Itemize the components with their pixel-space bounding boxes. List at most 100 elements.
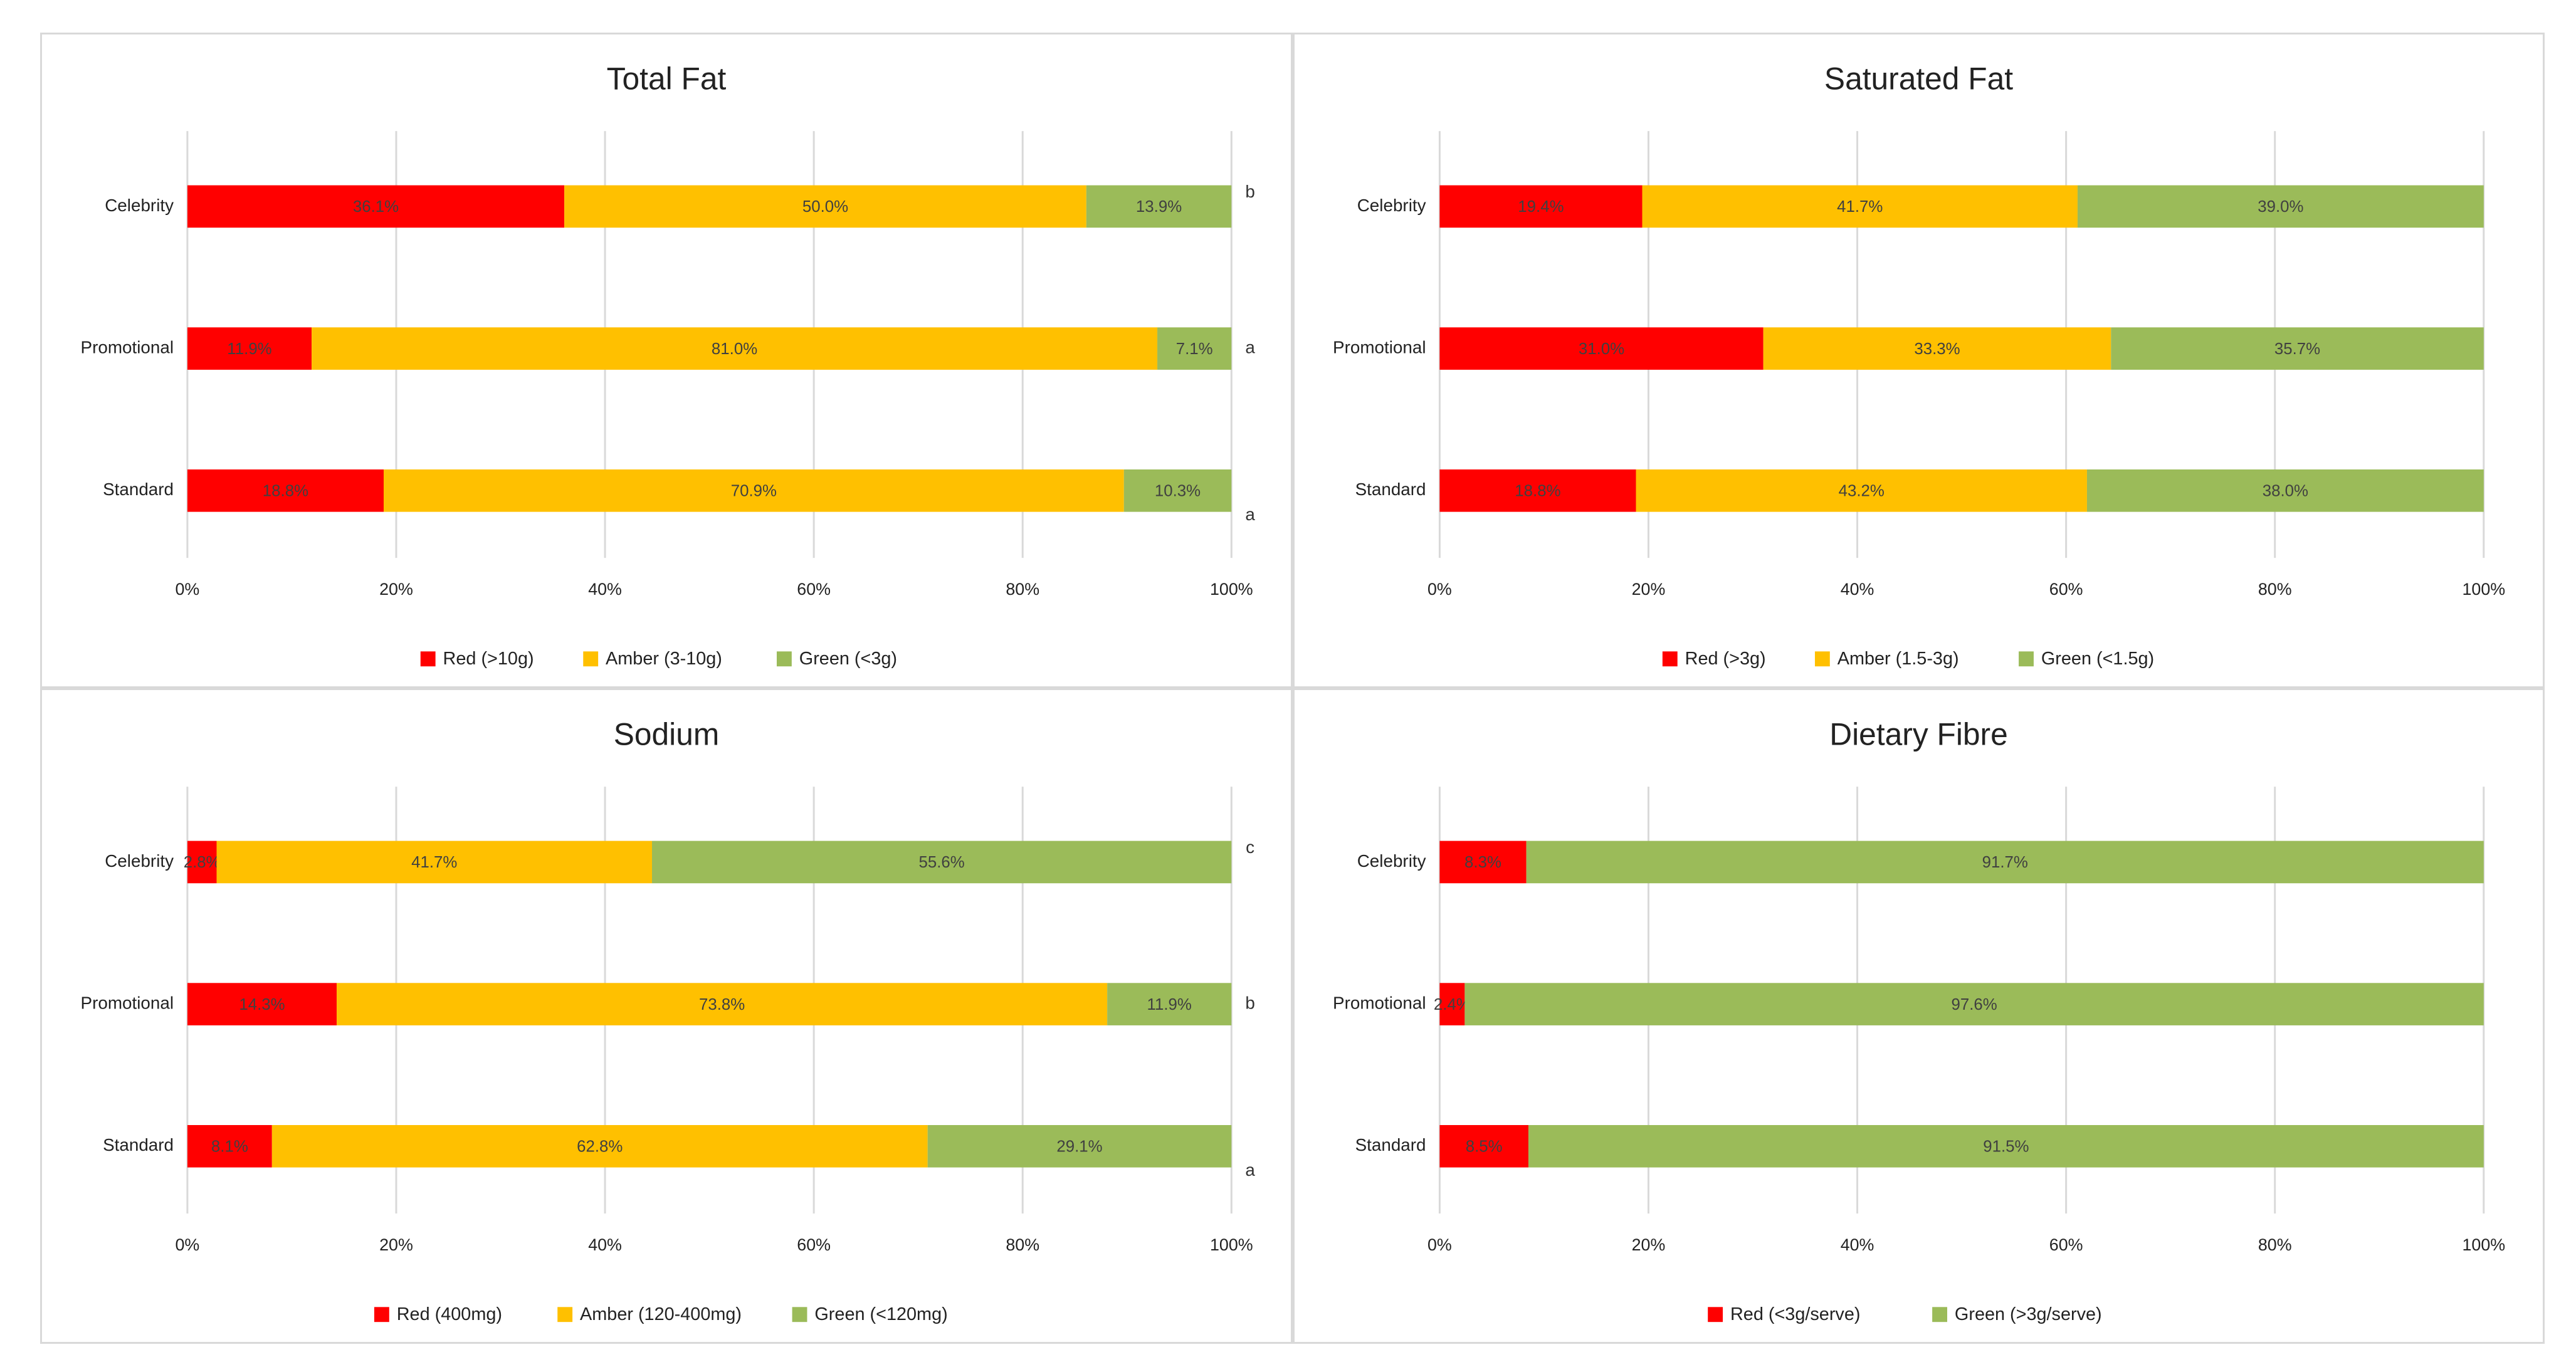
data-label-promotional-red: 31.0% <box>1579 340 1624 358</box>
data-label-promotional-green: 97.6% <box>1951 996 1997 1013</box>
legend-swatch-green <box>2019 651 2034 667</box>
chart-title: Dietary Fibre <box>1829 717 2007 752</box>
category-label-promotional: Promotional <box>81 337 174 357</box>
bar-segment-standard-amber <box>271 1124 928 1168</box>
data-label-celebrity-amber: 41.7% <box>411 854 457 871</box>
category-label-standard: Standard <box>1355 1135 1426 1155</box>
bar-segment-celebrity-red <box>1439 185 1643 228</box>
data-label-standard-amber: 70.9% <box>731 483 777 500</box>
legend-swatch-amber <box>1814 651 1830 667</box>
bar-segment-standard-green <box>2086 469 2484 512</box>
x-tick-label: 20% <box>379 1235 413 1254</box>
legend-label-amber: Amber (1.5-3g) <box>1837 649 1959 669</box>
x-tick-label: 80% <box>1006 580 1039 599</box>
legend-label-green: Green (<120mg) <box>814 1304 947 1324</box>
chart-total-fat: Total Fat 0% 20% 40% 60% 80% 100% Celebrity 36.1… <box>81 61 1256 669</box>
x-tick-label: 20% <box>379 580 413 599</box>
bar-segment-standard-amber <box>1636 469 2087 512</box>
bar-segment-standard-red <box>1439 469 1636 512</box>
chart-dietary-fibre: Dietary Fibre 0% 20% 40% 60% 80% 100% Celebrity… <box>1333 717 2505 1324</box>
legend-label-green: Green (<3g) <box>799 649 897 669</box>
data-label-standard-red: 18.8% <box>1515 483 1560 500</box>
legend-swatch-green <box>1932 1307 1947 1322</box>
data-label-celebrity-green: 39.0% <box>2258 198 2303 216</box>
bar-segment-celebrity-green <box>652 841 1232 884</box>
data-label-promotional-red: 2.4% <box>1434 996 1471 1013</box>
bar-segment-celebrity-amber <box>216 841 653 884</box>
bar-segment-celebrity-red <box>1439 841 1527 884</box>
bar-segment-promotional-green <box>1464 983 2484 1025</box>
x-tick-label: 100% <box>1210 1235 1253 1254</box>
bar-segment-standard-green <box>927 1124 1232 1168</box>
x-tick-label: 80% <box>1006 1235 1039 1254</box>
bar-segment-promotional-amber <box>1763 327 2111 370</box>
data-label-promotional-amber: 81.0% <box>712 340 757 358</box>
data-label-standard-amber: 43.2% <box>1839 483 1885 500</box>
chart-panel-total-fat: Total Fat 0% 20% 40% 60% 80% 100% Celebrity 36.1… <box>40 33 1293 688</box>
x-tick-label: 40% <box>588 1235 622 1254</box>
data-label-standard-red: 8.5% <box>1466 1138 1503 1156</box>
bar-segment-standard-green <box>1528 1124 2484 1168</box>
data-label-standard-red: 18.8% <box>263 483 308 500</box>
legend-label-red: Red (>3g) <box>1685 649 1766 669</box>
x-tick-label: 60% <box>797 580 831 599</box>
legend-swatch-red <box>420 651 436 667</box>
data-label-promotional-amber: 73.8% <box>699 996 745 1013</box>
data-label-celebrity-red: 8.3% <box>1464 854 1501 871</box>
legend-swatch-green <box>792 1307 807 1322</box>
data-label-standard-green: 91.5% <box>1983 1138 2029 1156</box>
data-label-celebrity-amber: 41.7% <box>1837 198 1883 216</box>
legend-label-red: Red (>10g) <box>443 649 534 669</box>
chart-title: Total Fat <box>607 61 727 97</box>
x-tick-label: 100% <box>2462 580 2505 599</box>
significance-letter-standard: a <box>1245 1160 1255 1180</box>
legend-label-green: Green (<1.5g) <box>2041 649 2154 669</box>
data-label-celebrity-green: 91.7% <box>1982 854 2028 871</box>
category-label-celebrity: Celebrity <box>1357 851 1426 871</box>
category-label-celebrity: Celebrity <box>1357 196 1426 215</box>
category-label-standard: Standard <box>103 479 174 499</box>
bar-segment-celebrity-green <box>1086 185 1232 228</box>
category-label-standard: Standard <box>1355 479 1426 499</box>
x-tick-label: 0% <box>176 580 200 599</box>
legend-label-red: Red (400mg) <box>397 1304 502 1324</box>
x-tick-label: 20% <box>1632 580 1666 599</box>
data-label-celebrity-red: 2.8% <box>184 854 221 871</box>
x-tick-label: 40% <box>588 580 622 599</box>
data-label-celebrity-green: 55.6% <box>919 854 965 871</box>
data-label-standard-amber: 62.8% <box>577 1138 623 1156</box>
x-tick-label: 0% <box>1427 580 1452 599</box>
x-tick-label: 60% <box>2049 580 2083 599</box>
data-label-standard-green: 38.0% <box>2263 483 2308 500</box>
bar-segment-promotional-red <box>1439 983 1465 1025</box>
bar-segment-standard-red <box>1439 1124 1528 1168</box>
bar-segment-standard-amber <box>384 469 1124 512</box>
legend-swatch-green <box>776 651 792 667</box>
bar-segment-promotional-green <box>1107 983 1232 1025</box>
bar-segment-standard-red <box>187 469 384 512</box>
legend: Red (400mg) Amber (120-400mg) Green (<120m… <box>374 1304 948 1324</box>
data-label-promotional-green: 11.9% <box>1147 996 1192 1013</box>
x-tick-label: 100% <box>1210 580 1253 599</box>
x-tick-label: 0% <box>1427 1235 1452 1254</box>
category-label-celebrity: Celebrity <box>105 851 174 871</box>
data-label-promotional-amber: 33.3% <box>1914 340 1960 358</box>
data-label-standard-green: 29.1% <box>1056 1138 1102 1156</box>
legend-label-green: Green (>3g/serve) <box>1955 1304 2102 1324</box>
bar-segment-standard-red <box>187 1124 272 1168</box>
x-tick-label: 0% <box>176 1235 200 1254</box>
bar-segment-promotional-amber <box>337 983 1108 1025</box>
significance-letter-promotional: a <box>1245 337 1255 357</box>
legend-label-amber: Amber (3-10g) <box>606 649 722 669</box>
chart-sodium: Sodium 0% 20% 40% 60% 80% 100% Celebrity 2.8% 41.… <box>81 717 1256 1324</box>
legend-swatch-amber <box>557 1307 573 1322</box>
x-tick-label: 40% <box>1841 580 1874 599</box>
significance-letter-celebrity: b <box>1245 182 1254 201</box>
bar-segment-celebrity-green <box>1526 841 2484 884</box>
legend: Red (>10g) Amber (3-10g) Green (<3g) <box>420 649 897 669</box>
data-label-celebrity-red: 19.4% <box>1518 198 1564 216</box>
bar-segment-promotional-green <box>2111 327 2484 370</box>
legend-swatch-amber <box>583 651 599 667</box>
legend-swatch-red <box>1708 1307 1723 1322</box>
x-tick-label: 60% <box>797 1235 831 1254</box>
